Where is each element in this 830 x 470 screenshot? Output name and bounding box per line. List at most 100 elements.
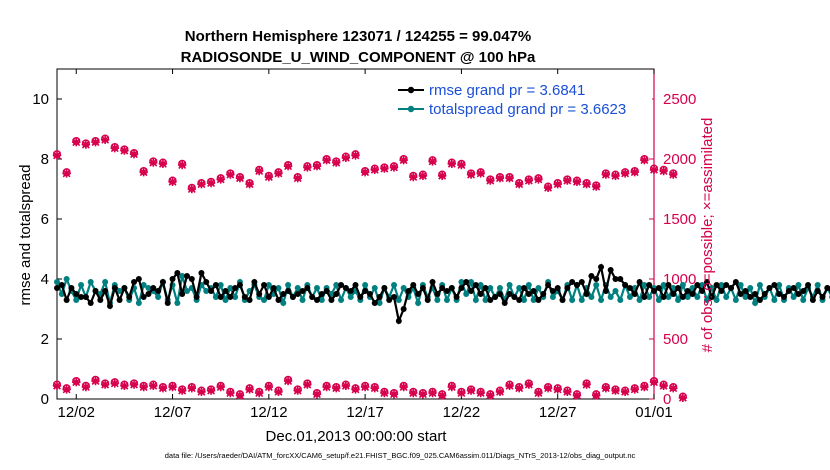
obs-assimilated-upper-point	[495, 174, 505, 183]
obs-assimilated-upper-point	[447, 159, 456, 168]
totalspread-series-point	[338, 297, 345, 303]
rmse-series-point	[208, 288, 215, 294]
obs-assimilated-lower-point	[197, 387, 206, 396]
obs-assimilated-lower-point	[332, 384, 341, 393]
totalspread-series-point	[347, 294, 354, 300]
obs-assimilated-lower-point	[553, 385, 562, 394]
rmse-series-point	[270, 285, 277, 291]
totalspread-series-point	[261, 297, 268, 303]
obs-assimilated-upper-point	[293, 174, 302, 183]
obs-assimilated-upper-point	[601, 170, 611, 179]
rmse-series-point	[400, 306, 407, 312]
rmse-series-point	[578, 279, 585, 285]
rmse-series-point	[631, 291, 638, 297]
rmse-series-point	[521, 285, 528, 291]
obs-assimilated-upper-point	[630, 168, 639, 177]
obs-assimilated-lower-point	[389, 390, 399, 399]
totalspread-series-point	[660, 282, 667, 288]
rmse-series-point	[328, 297, 335, 303]
rmse-series-point	[602, 288, 609, 294]
rmse-series-point	[174, 270, 181, 276]
totalspread-series-point	[684, 294, 691, 300]
totalspread-series-point	[434, 297, 441, 303]
rmse-series-point	[598, 264, 605, 270]
y-tick-label-right: 2500	[663, 91, 696, 108]
totalspread-series-point	[362, 282, 369, 288]
rmse-series-point	[285, 288, 292, 294]
rmse-series-point	[150, 285, 157, 291]
obs-assimilated-lower-point	[139, 382, 148, 392]
rmse-series-point	[424, 297, 431, 303]
totalspread-series-point	[790, 294, 797, 300]
rmse-series-point	[256, 291, 263, 297]
totalspread-series-point	[400, 285, 407, 291]
totalspread-series-point	[87, 279, 94, 285]
rmse-series-point	[405, 288, 412, 294]
obs-assimilated-lower-point	[592, 391, 601, 400]
obs-assimilated-lower-point	[505, 381, 514, 390]
obs-assimilated-lower-point	[630, 385, 639, 394]
obs-assimilated-upper-point	[514, 180, 524, 189]
rmse-series-point	[111, 285, 118, 291]
totalspread-series-point	[776, 282, 783, 288]
rmse-series-point	[251, 279, 258, 285]
obs-assimilated-upper-point	[370, 165, 379, 174]
rmse-series-point	[626, 285, 633, 291]
rmse-series-point	[92, 288, 99, 294]
rmse-series-point	[188, 276, 195, 282]
totalspread-series-point	[626, 294, 633, 300]
rmse-series-point	[241, 294, 248, 300]
totalspread-series-point	[265, 282, 272, 288]
obs-assimilated-lower-point	[399, 382, 408, 392]
rmse-series-point	[651, 288, 657, 294]
rmse-series-point	[87, 300, 94, 306]
obs-assimilated-upper-point	[582, 180, 591, 189]
rmse-series-point	[362, 288, 369, 294]
obs-assimilated-lower-point	[52, 381, 62, 390]
rmse-series-point	[583, 291, 590, 297]
rmse-series-point	[530, 288, 537, 294]
totalspread-series-point	[612, 288, 619, 294]
totalspread-series-point	[506, 282, 513, 288]
rmse-series-point	[275, 297, 282, 303]
rmse-series-point	[496, 291, 503, 297]
rmse-series-point	[439, 285, 446, 291]
rmse-series-point	[366, 291, 373, 297]
obs-assimilated-lower-point	[476, 388, 485, 398]
rmse-series-point	[564, 285, 571, 291]
totalspread-series-point	[646, 294, 653, 300]
totalspread-series-point	[183, 288, 190, 294]
x-tick-label: 12/17	[346, 404, 384, 421]
rmse-series-point	[694, 282, 701, 288]
obs-assimilated-upper-point	[81, 140, 91, 149]
legend: rmse grand pr = 3.6841 totalspread grand…	[392, 76, 652, 120]
rmse-series-point	[516, 297, 523, 303]
x-tick-label: 01/01	[635, 404, 673, 421]
rmse-series-point	[800, 288, 807, 294]
obs-assimilated-lower-point	[264, 382, 274, 392]
rmse-series-point	[636, 279, 643, 285]
obs-assimilated-upper-point	[62, 169, 71, 178]
obs-assimilated-upper-point	[332, 158, 341, 167]
legend-rmse-marker	[407, 86, 415, 94]
rmse-series-point	[718, 288, 725, 294]
totalspread-series-point	[458, 279, 465, 285]
totalspread-series-point	[496, 285, 503, 291]
obs-assimilated-lower-point	[409, 388, 418, 398]
obs-assimilated-lower-point	[611, 386, 620, 395]
rmse-series-point	[102, 288, 109, 294]
rmse-series-point	[410, 282, 417, 288]
totalspread-series-point	[395, 297, 402, 303]
rmse-series-point	[97, 297, 104, 303]
rmse-series-point	[646, 282, 653, 288]
obs-assimilated-lower-point	[447, 382, 456, 392]
obs-assimilated-upper-point	[486, 176, 495, 185]
obs-assimilated-lower-point	[659, 381, 668, 390]
totalspread-series-point	[598, 297, 605, 303]
totalspread-series-point	[525, 282, 532, 288]
obs-assimilated-upper-point	[428, 157, 437, 166]
rmse-series-point	[232, 285, 239, 291]
obs-assimilated-upper-point	[669, 170, 678, 179]
rmse-series-point	[376, 294, 383, 300]
rmse-series-point	[612, 276, 619, 282]
